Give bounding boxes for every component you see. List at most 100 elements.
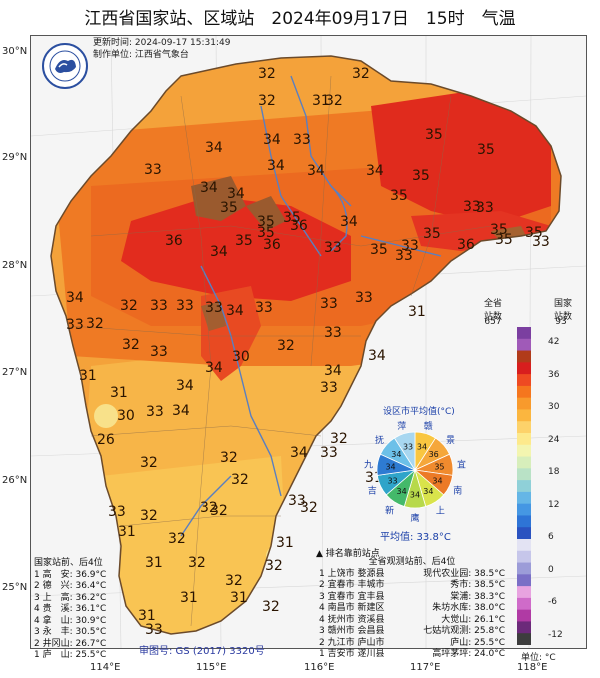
map-approval-number: 审图号: GS (2017) 3320号: [139, 646, 265, 657]
colorbar-swatch: [517, 362, 531, 375]
colorbar-tick-label: 30: [548, 402, 560, 412]
station-value: 31: [408, 304, 426, 320]
station-value: 33: [108, 504, 126, 520]
station-value: 36: [290, 218, 308, 234]
station-value: 34: [366, 163, 384, 179]
pie-slice-value: 34: [397, 487, 407, 496]
lat-label: 26°N: [2, 475, 28, 486]
temperature-map: [31, 36, 586, 648]
colorbar-swatch: [517, 621, 531, 634]
national-ranking-row: 1 高 安: 36.9°C: [34, 569, 107, 580]
colorbar-swatch: [517, 468, 531, 481]
station-value: 26: [97, 432, 115, 448]
pie-slice-value: 33: [387, 476, 397, 485]
colorbar-tick-label: 6: [548, 532, 554, 542]
station-value: 35: [235, 233, 253, 249]
station-value: 32: [352, 66, 370, 82]
colorbar-header-right: 国家 站数: [553, 299, 572, 322]
national-ranking: 国家站前、后4位 1 高 安: 36.9°C 2 德 兴: 36.4°C 3 上 高…: [34, 558, 134, 662]
colorbar-swatch: [517, 597, 531, 611]
station-value: 35: [370, 242, 388, 258]
station-value: 34: [176, 378, 194, 394]
station-value: 33: [320, 296, 338, 312]
pie-city-label: 宜: [457, 458, 466, 470]
station-value: 35: [423, 226, 441, 242]
station-value: 32: [168, 531, 186, 547]
national-ranking-title: 国家站前、后4位: [34, 558, 103, 568]
station-value: 32: [262, 599, 280, 615]
colorbar-swatch: [517, 480, 531, 493]
colorbar-swatch: [517, 574, 531, 587]
station-value: 31: [230, 590, 248, 606]
station-value: 32: [325, 93, 343, 109]
lat-label: 30°N: [2, 46, 28, 57]
colorbar-header-left: 全省 站数: [483, 299, 502, 322]
station-value: 33: [355, 290, 373, 306]
station-value: 32: [200, 500, 218, 516]
lat-label: 29°N: [2, 152, 28, 163]
pie-slice-value: 34: [423, 487, 433, 496]
station-value: 32: [86, 316, 104, 332]
provincial-ranking-title: 全省观测站前、后4位: [368, 557, 456, 567]
station-value: 35: [425, 127, 443, 143]
station-value: 33: [293, 132, 311, 148]
station-value: 33: [146, 404, 164, 420]
pie-city-label: 吉: [368, 486, 377, 497]
station-value: 30: [232, 349, 250, 365]
station-value: 33: [476, 200, 494, 216]
lat-label: 25°N: [2, 582, 28, 593]
station-value: 33: [395, 248, 413, 264]
colorbar-tick-label: 12: [548, 499, 560, 510]
provincial-ranking: 全省观测站前、后4位 1 上饶市 婺源县 现代农业园: 38.5°C 2 宜春市 丰…: [319, 557, 505, 661]
station-value: 31: [180, 590, 198, 606]
colorbar-tick-label: 36: [548, 369, 560, 380]
pie-slice-value: 35: [434, 462, 444, 471]
station-value: 34: [263, 132, 281, 148]
station-value: 36: [165, 233, 183, 249]
station-value: 32: [140, 455, 158, 471]
station-value: 35: [257, 214, 275, 230]
station-value: 36: [263, 237, 281, 253]
colorbar-swatch: [517, 421, 531, 434]
station-value: 32: [300, 500, 318, 516]
station-value: 33: [320, 380, 338, 396]
station-value: 33: [66, 317, 84, 333]
station-value: 32: [258, 93, 276, 109]
national-ranking-row: 4 拿 山: 30.9°C: [34, 615, 107, 626]
station-value: 33: [176, 298, 194, 314]
station-value: 32: [258, 66, 276, 82]
national-ranking-row: 3 上 高: 36.2°C: [34, 592, 107, 603]
pie-slice: [393, 431, 416, 472]
national-ranking-row: 1 庐 山: 25.5°C: [34, 650, 107, 660]
station-value: 35: [390, 188, 408, 204]
station-value: 32: [265, 558, 283, 574]
station-value: 32: [210, 503, 228, 519]
station-value: 34: [368, 348, 386, 364]
map-title: 江西省国家站、区域站 2024年09月17日 15时 气温: [84, 9, 516, 29]
pie-city-label: 赣: [424, 420, 433, 432]
station-value: 35: [257, 225, 275, 241]
colorbar-tick-label: -6: [548, 597, 557, 607]
colorbar-swatch: [517, 539, 531, 552]
station-value: 33: [288, 493, 306, 509]
station-value: 33: [145, 622, 163, 638]
station-value: 30: [117, 408, 135, 424]
station-value: 34: [66, 290, 84, 306]
national-ranking-row: 2 井冈山: 26.7°C: [34, 638, 107, 649]
station-value: 34: [200, 180, 218, 196]
colorbar-swatch: [517, 515, 531, 528]
station-value: 33: [320, 445, 338, 461]
station-value: 35: [412, 168, 430, 184]
pie-city-label: 新: [385, 505, 394, 517]
provincial-ranking-row: 1 吉安市 遂川县 高坪茅坪: 24.0°C: [319, 649, 505, 659]
colorbar-swatch: [517, 491, 531, 505]
pie-city-label: 景: [446, 435, 455, 446]
station-value: 34: [205, 140, 223, 156]
colorbar-swatch: [517, 433, 531, 446]
station-value: 33: [532, 234, 550, 250]
pie-title: 设区市平均值(°C): [383, 407, 455, 417]
provincial-ranking-row: 2 九江市 庐山市 庐山: 25.5°C: [319, 637, 505, 648]
lon-label: 115°E: [196, 662, 227, 673]
station-value: 32: [188, 555, 206, 571]
